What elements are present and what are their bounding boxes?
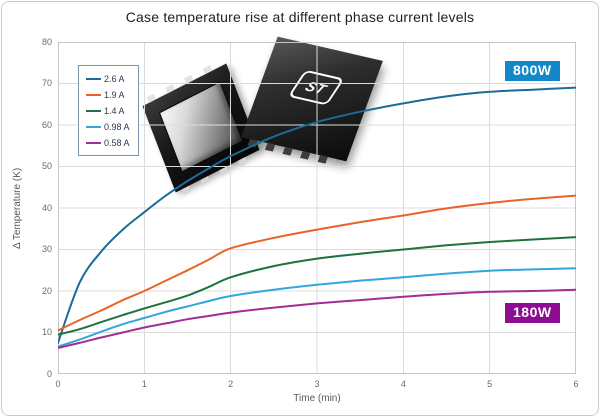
series-line-1.9A <box>58 194 576 332</box>
series-line-1.4A <box>58 236 576 336</box>
series-line-0.98A <box>58 267 576 348</box>
x-axis-title: Time (min) <box>293 393 341 404</box>
plot-canvas <box>58 42 576 374</box>
legend-label: 2.6 A <box>104 74 125 84</box>
legend: 2.6 A 1.9 A 1.4 A 0.98 A 0.58 A <box>78 65 139 156</box>
legend-item: 1.4 A <box>86 103 130 119</box>
y-tick-label: 0 <box>46 368 52 379</box>
legend-label: 0.58 A <box>104 138 130 148</box>
y-axis-title: Δ Temperature (K) <box>12 167 23 249</box>
y-tick-label: 50 <box>41 161 52 171</box>
legend-label: 0.98 A <box>104 122 130 132</box>
x-tick-label: 5 <box>487 379 493 389</box>
legend-label: 1.9 A <box>104 90 125 100</box>
y-tick-label: 10 <box>41 327 52 337</box>
legend-item: 2.6 A <box>86 71 130 87</box>
y-tick-label: 70 <box>41 78 52 88</box>
y-tick-label: 60 <box>41 119 52 130</box>
legend-swatch <box>86 109 101 113</box>
plot-area: ST 2.6 A 1.9 A 1.4 A 0.98 A 0.58 A 800W 180W <box>58 36 576 374</box>
legend-item: 0.98 A <box>86 119 130 135</box>
series-line-2.6A <box>58 86 576 344</box>
legend-swatch <box>86 93 101 97</box>
annotation-180w: 180W <box>505 303 560 323</box>
legend-swatch <box>86 77 101 81</box>
x-tick-label: 3 <box>314 379 320 389</box>
y-tick-label: 40 <box>41 202 52 213</box>
legend-swatch <box>86 125 101 129</box>
annotation-800w: 800W <box>505 61 560 81</box>
x-tick-label: 1 <box>141 379 147 389</box>
legend-item: 0.58 A <box>86 135 130 151</box>
y-tick-label: 80 <box>41 36 52 47</box>
x-tick-label: 2 <box>228 379 234 389</box>
y-tick-label: 30 <box>41 244 52 254</box>
x-tick-label: 4 <box>400 379 406 389</box>
legend-swatch <box>86 141 101 145</box>
series-line-0.58A <box>58 288 576 349</box>
x-tick-label: 6 <box>573 379 579 389</box>
y-tick-label: 20 <box>41 285 52 296</box>
legend-item: 1.9 A <box>86 87 130 103</box>
x-tick-label: 0 <box>55 379 61 389</box>
legend-label: 1.4 A <box>104 106 125 116</box>
chart-title: Case temperature rise at different phase… <box>125 9 475 25</box>
